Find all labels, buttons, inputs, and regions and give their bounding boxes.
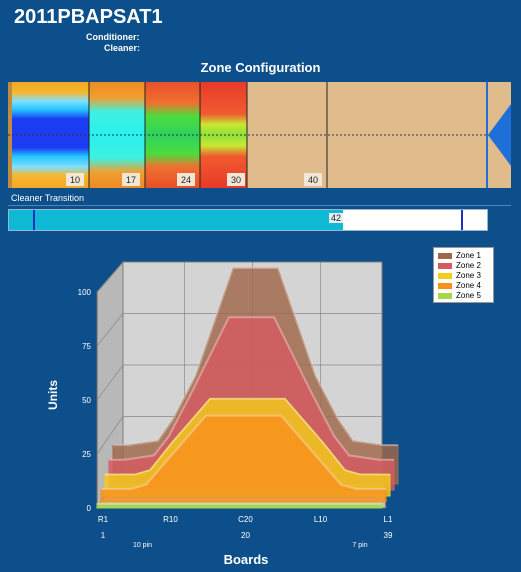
legend-swatch — [438, 272, 452, 279]
transition-marker-start — [33, 210, 35, 230]
x-axis-label: Boards — [223, 552, 269, 567]
zone-marker-bg — [227, 173, 245, 186]
x-tick-label: C20 — [238, 515, 253, 524]
legend-item: Zone 3 — [438, 271, 493, 281]
zone-marker-bg — [66, 173, 84, 186]
series-ridge — [101, 414, 386, 490]
series-ridge — [113, 267, 398, 447]
legend-swatch — [438, 282, 452, 289]
x-tick-label: L1 — [384, 515, 393, 524]
chart-legend: Zone 1 Zone 2 Zone 3 Zone 4 Zone 5 — [433, 247, 494, 303]
cleaner-label: Cleaner: — [104, 43, 141, 53]
series-area-zone-5 — [96, 503, 383, 509]
transition-marker-end — [461, 210, 463, 230]
conditioner-label: Conditioner: — [86, 32, 140, 42]
legend-item: Zone 5 — [438, 291, 493, 301]
legend-label: Zone 2 — [456, 261, 481, 270]
zone-marker-bg — [177, 173, 195, 186]
legend-swatch — [438, 262, 452, 269]
legend-label: Zone 1 — [456, 251, 481, 260]
zone-marker-label: 10 — [70, 175, 80, 185]
y-tick-label: 50 — [82, 396, 91, 405]
zone-marker-label: 40 — [308, 175, 318, 185]
legend-label: Zone 3 — [456, 271, 481, 280]
zone-marker-label: 24 — [181, 175, 191, 185]
divider — [8, 205, 511, 206]
y-axis-label: Units — [46, 380, 60, 410]
pin-label: 10 pin — [133, 542, 152, 549]
gridline — [96, 364, 124, 401]
series-ridge — [109, 316, 394, 461]
legend-swatch — [438, 252, 452, 259]
legend-item: Zone 1 — [438, 251, 493, 261]
y-tick-label: 25 — [82, 450, 91, 459]
legend-item: Zone 4 — [438, 281, 493, 291]
pin-label: 7 pin — [352, 542, 367, 549]
x-tick-sublabel: 39 — [384, 531, 393, 540]
y-tick-label: 100 — [78, 288, 92, 297]
legend-label: Zone 4 — [456, 281, 481, 290]
gridline — [96, 313, 124, 347]
zone-configuration-title: Zone Configuration — [200, 60, 321, 75]
gridline — [96, 416, 124, 455]
pattern-title: 2011PBAPSAT1 — [14, 6, 163, 28]
legend-item: Zone 2 — [438, 261, 493, 271]
x-tick-sublabel: 20 — [241, 531, 250, 540]
oil-pattern-3d-chart: 0 25 50 75 100 R1 1 R10 C20 20 L10 L1 39 10 pin 7 pin — [78, 260, 399, 549]
cleaner-transition-value: 42 — [329, 213, 344, 223]
y-tick-label: 75 — [82, 342, 91, 351]
x-tick-label: R10 — [163, 515, 178, 524]
x-tick-label: R1 — [98, 515, 109, 524]
gridline — [96, 261, 124, 293]
x-tick-sublabel: 1 — [101, 531, 106, 540]
zone-configuration-strip: 10 17 24 30 40 — [8, 82, 511, 188]
cleaner-transition-bar: 42 — [8, 209, 488, 231]
series-ridge — [105, 397, 390, 476]
zone-marker-label: 30 — [231, 175, 241, 185]
cleaner-transition-label: Cleaner Transition — [11, 193, 85, 203]
series-area-zone-4 — [100, 415, 387, 503]
legend-swatch — [438, 292, 452, 299]
legend-label: Zone 5 — [456, 291, 481, 300]
zone-marker-label: 17 — [126, 175, 136, 185]
y-tick-label: 0 — [87, 504, 92, 513]
zone-marker-bg — [304, 173, 322, 186]
x-tick-label: L10 — [314, 515, 328, 524]
cleaner-transition-fill — [9, 210, 343, 230]
zone-marker-bg — [122, 173, 140, 186]
